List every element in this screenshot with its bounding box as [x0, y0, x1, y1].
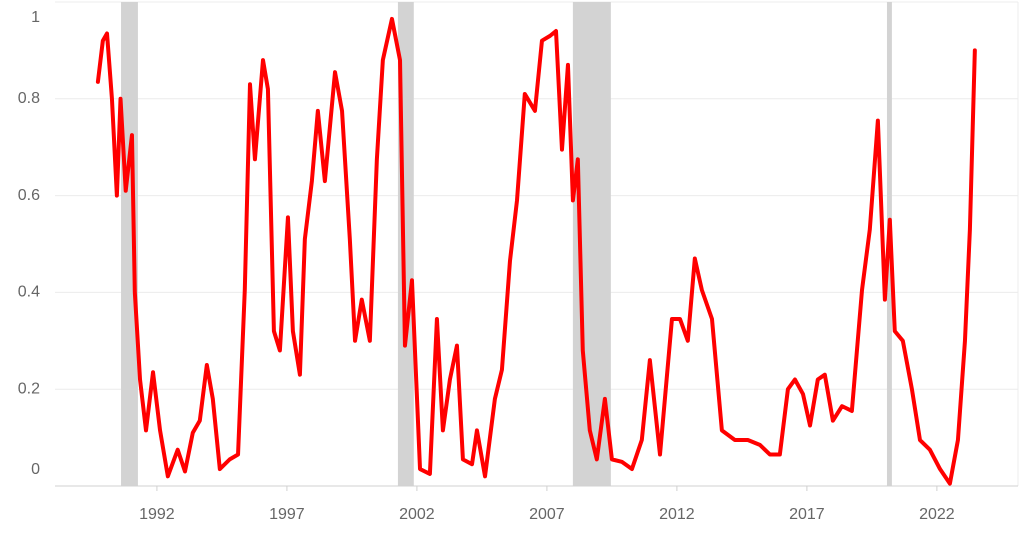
x-tick-label: 2012 [659, 506, 695, 523]
y-tick-label: 0.8 [18, 90, 40, 107]
data-line [95, 16, 977, 486]
x-tick-label: 1997 [269, 506, 305, 523]
y-tick-label: 1 [31, 9, 40, 26]
x-tick-label: 2007 [529, 506, 565, 523]
y-tick-label: 0.4 [18, 284, 40, 301]
y-tick-label: 0 [31, 461, 40, 478]
x-tick-label: 2022 [919, 506, 955, 523]
recession-band [121, 2, 138, 486]
y-tick-label: 0.6 [18, 187, 40, 204]
x-tick-label: 1992 [139, 506, 175, 523]
x-tick-label: 2002 [399, 506, 435, 523]
y-tick-label: 0.2 [18, 380, 40, 397]
x-tick-label: 2017 [789, 506, 825, 523]
